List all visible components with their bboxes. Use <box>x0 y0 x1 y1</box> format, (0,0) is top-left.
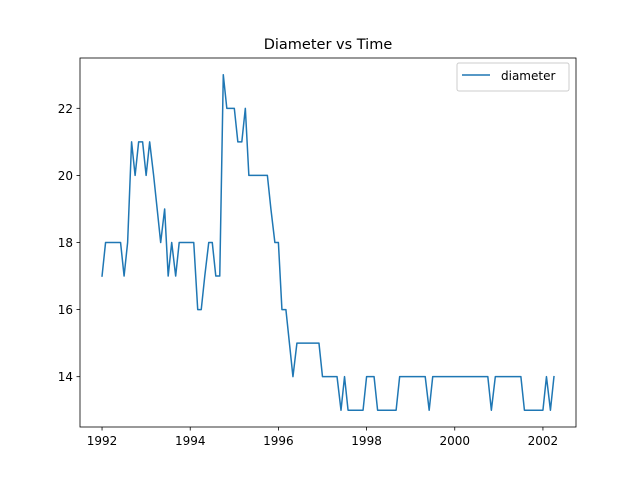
y-tick-label: 22 <box>58 102 73 116</box>
legend-box <box>456 62 570 92</box>
plot-background <box>80 58 576 427</box>
plot-area <box>80 58 576 427</box>
x-tick-label: 2002 <box>528 434 559 448</box>
y-tick-label: 16 <box>58 303 73 317</box>
series-line-diameter <box>101 74 555 411</box>
y-tick-label: 18 <box>58 236 73 250</box>
legend: diameter <box>456 62 570 92</box>
x-tick-label: 1998 <box>351 434 382 448</box>
y-tick-label: 14 <box>58 370 73 384</box>
series-layer <box>101 74 555 411</box>
x-tick-label: 1994 <box>175 434 206 448</box>
x-tick-label: 2000 <box>439 434 470 448</box>
y-axis: 14 16 18 20 22 <box>58 102 80 384</box>
x-tick-label: 1992 <box>87 434 118 448</box>
y-tick-label: 20 <box>58 169 73 183</box>
x-axis: 1992 1994 1996 1998 2000 2002 <box>87 427 558 448</box>
x-tick-label: 1996 <box>263 434 294 448</box>
legend-label-diameter: diameter <box>501 69 555 83</box>
chart-title: Diameter vs Time <box>264 37 393 53</box>
axes-frame <box>79 57 577 428</box>
